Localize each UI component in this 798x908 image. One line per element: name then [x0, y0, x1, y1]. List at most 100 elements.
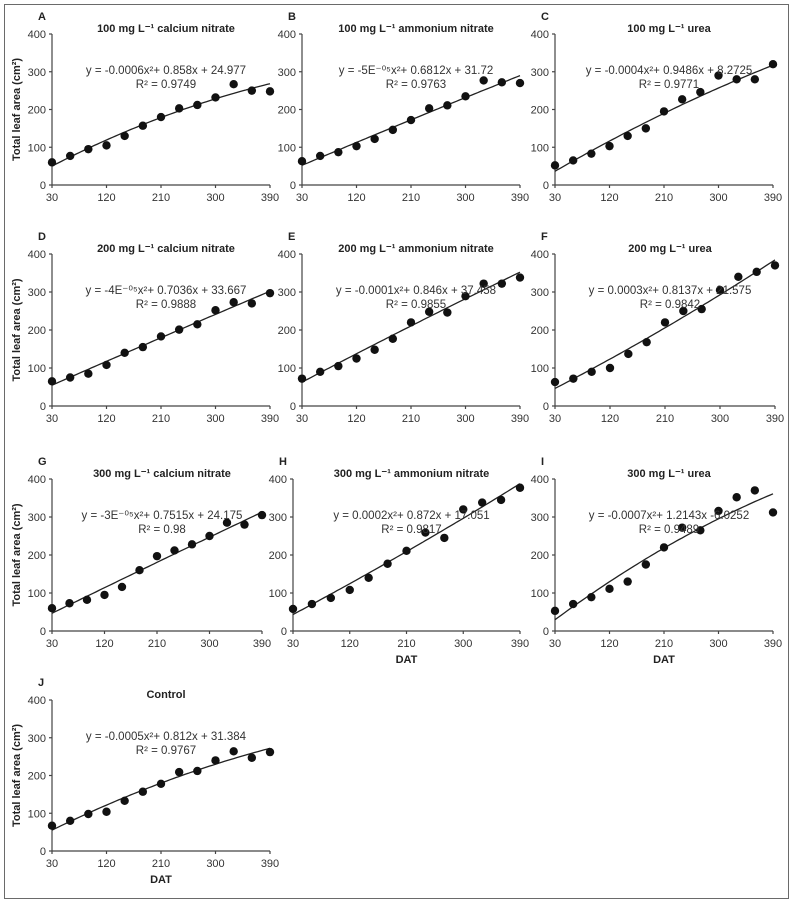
x-tick-label: 210 — [655, 638, 673, 650]
r-squared: R² = 0.9767 — [136, 745, 196, 757]
y-tick-label: 0 — [290, 401, 296, 413]
x-tick-label: 390 — [764, 638, 782, 650]
y-tick-label: 300 — [278, 67, 296, 79]
data-point — [461, 92, 470, 101]
panel-c: 0 100 200 300 400 30 120 210 300 390 C 100 mg L⁻¹ u… — [531, 11, 783, 204]
x-axis-title: DAT — [396, 654, 418, 666]
data-point — [352, 354, 361, 363]
y-tick-label: 100 — [28, 363, 46, 375]
data-point — [352, 141, 361, 151]
data-point — [138, 121, 148, 130]
y-tick-label: 200 — [278, 105, 296, 117]
panel-letter: G — [38, 456, 47, 468]
y-tick-label: 0 — [543, 180, 549, 192]
data-point — [587, 149, 596, 158]
x-tick-label: 210 — [402, 413, 420, 425]
x-tick-label: 120 — [601, 413, 619, 425]
panel-b: 0 100 200 300 400 30 120 210 300 390 B 100 mg L⁻¹ a… — [278, 11, 530, 204]
x-tick-label: 30 — [549, 413, 561, 425]
data-point — [257, 510, 267, 520]
data-point — [402, 546, 411, 556]
data-point — [211, 756, 220, 765]
data-point — [102, 141, 111, 150]
y-tick-label: 400 — [531, 474, 549, 486]
y-tick-label: 400 — [278, 249, 296, 261]
x-tick-label: 30 — [549, 638, 561, 650]
data-point — [750, 486, 760, 495]
data-point — [443, 308, 452, 317]
y-tick-label: 0 — [40, 180, 46, 192]
y-tick-label: 300 — [531, 512, 549, 524]
data-point — [82, 595, 92, 605]
data-point — [568, 156, 578, 165]
regression-equation: y = -4E⁻⁰⁵x²+ 0.7036x + 33.667 — [86, 285, 247, 297]
regression-equation: y = -0.0005x²+ 0.812x + 31.384 — [86, 731, 247, 743]
panel-j: 0 100 200 300 400 30 120 210 300 390 J Control y = -… — [11, 677, 279, 886]
x-tick-label: 210 — [152, 413, 170, 425]
y-tick-label: 200 — [28, 325, 46, 337]
y-tick-label: 400 — [28, 474, 46, 486]
data-point — [102, 807, 111, 816]
data-point — [515, 273, 525, 282]
y-tick-label: 0 — [543, 401, 549, 413]
panel-letter: J — [38, 677, 44, 689]
data-point — [734, 272, 743, 281]
data-point — [406, 115, 416, 125]
y-axis-title: Total leaf area (cm²) — [11, 278, 23, 381]
regression-equation: y = -0.0007x²+ 1.2143x -6.0252 — [589, 510, 749, 522]
y-tick-label: 100 — [28, 808, 46, 820]
x-tick-label: 390 — [764, 192, 782, 204]
data-point — [364, 573, 373, 582]
data-point — [496, 495, 506, 505]
x-tick-label: 390 — [511, 638, 529, 650]
data-point — [65, 151, 75, 161]
x-axis-title: DAT — [653, 654, 675, 666]
data-point — [624, 349, 633, 359]
data-point — [288, 604, 298, 614]
x-tick-label: 300 — [454, 638, 472, 650]
y-tick-label: 300 — [28, 287, 46, 299]
x-tick-label: 390 — [511, 413, 529, 425]
data-point — [84, 144, 93, 154]
x-tick-label: 30 — [549, 192, 561, 204]
data-point — [211, 93, 220, 102]
x-tick-label: 30 — [46, 192, 58, 204]
y-tick-label: 100 — [278, 363, 296, 375]
x-tick-label: 300 — [711, 413, 729, 425]
data-point — [229, 298, 238, 307]
data-point — [265, 747, 275, 757]
panel-letter: I — [541, 456, 544, 468]
y-tick-label: 300 — [278, 287, 296, 299]
x-tick-label: 120 — [97, 413, 115, 425]
data-point — [193, 100, 202, 110]
data-point — [477, 498, 487, 507]
regression-equation: y = 0.0002x²+ 0.872x + 17.051 — [333, 510, 489, 522]
data-point — [515, 78, 525, 88]
x-tick-label: 210 — [402, 192, 420, 204]
data-point — [47, 604, 57, 613]
data-point — [642, 337, 651, 347]
y-tick-label: 400 — [28, 249, 46, 261]
x-tick-label: 120 — [600, 192, 618, 204]
x-tick-label: 210 — [152, 858, 170, 870]
panel-title: 300 mg L⁻¹ calcium nitrate — [93, 468, 231, 480]
x-tick-label: 300 — [206, 192, 224, 204]
data-point — [193, 766, 202, 776]
data-point — [697, 304, 706, 314]
y-tick-label: 400 — [278, 29, 296, 41]
data-point — [170, 546, 179, 555]
panel-letter: E — [288, 231, 295, 243]
y-tick-label: 300 — [531, 67, 549, 79]
data-point — [479, 279, 488, 288]
data-point — [205, 531, 214, 541]
trendline — [51, 83, 271, 167]
data-point — [696, 87, 705, 97]
data-point — [443, 101, 452, 110]
y-tick-label: 100 — [28, 588, 46, 600]
x-tick-label: 120 — [600, 638, 618, 650]
x-tick-label: 210 — [656, 413, 674, 425]
y-tick-label: 0 — [543, 626, 549, 638]
data-point — [605, 141, 614, 151]
y-axis-title: Total leaf area (cm²) — [11, 724, 23, 827]
regression-equation: y = -0.0001x²+ 0.846x + 37.458 — [336, 285, 496, 297]
